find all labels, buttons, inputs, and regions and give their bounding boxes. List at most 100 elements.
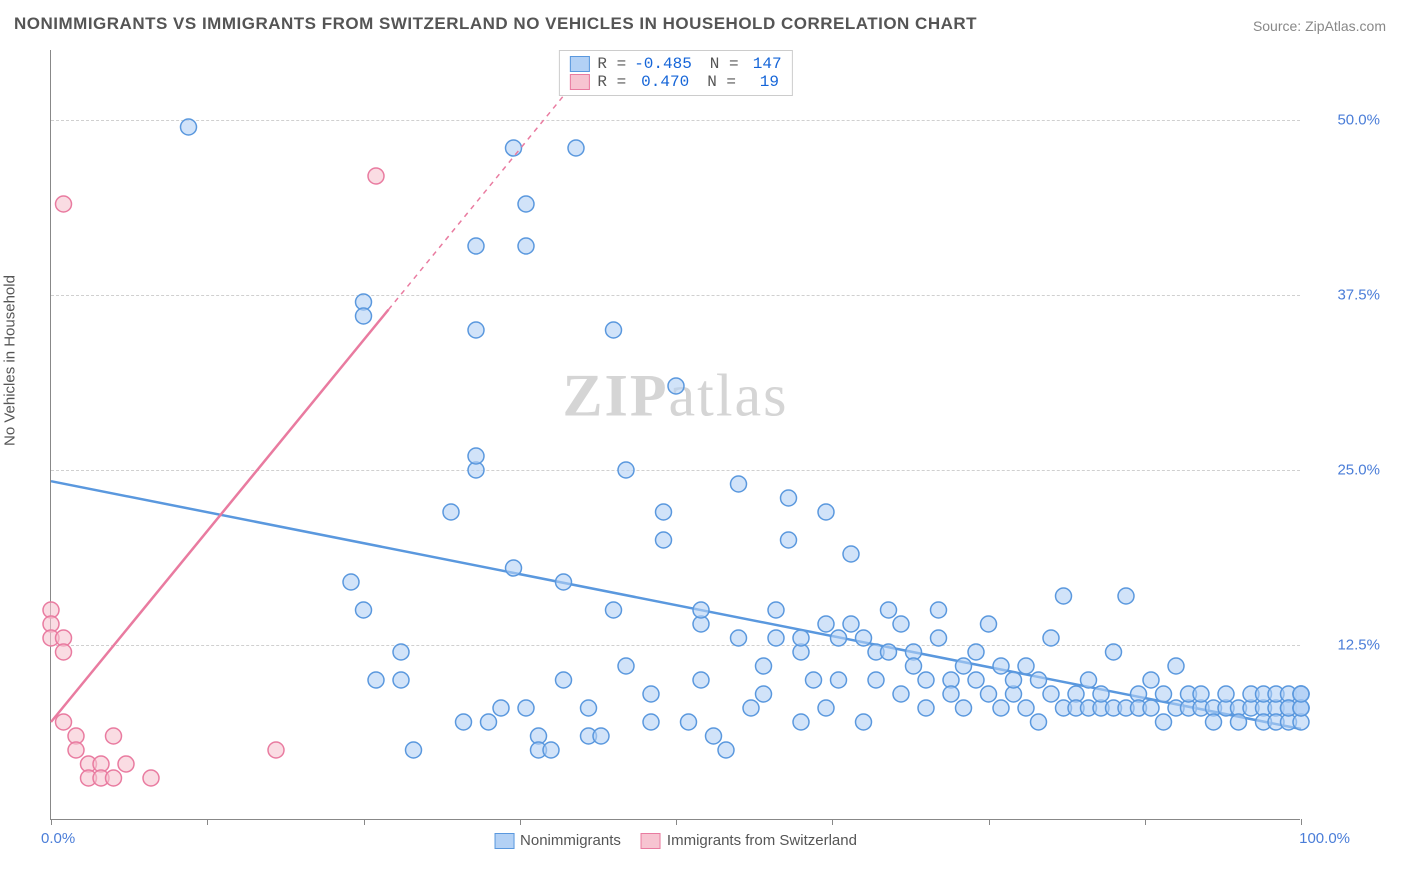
scatter-point [543,742,559,758]
scatter-point [1231,714,1247,730]
scatter-point [343,574,359,590]
x-axis-min-label: 0.0% [41,830,75,847]
legend-item: Immigrants from Switzerland [641,832,857,849]
scatter-point [656,504,672,520]
legend-swatch [494,833,514,849]
scatter-point [618,462,634,478]
scatter-point [906,658,922,674]
scatter-point [643,686,659,702]
x-tick [989,819,990,825]
trend-line-solid [51,310,389,722]
scatter-point [681,714,697,730]
scatter-point [843,546,859,562]
scatter-point [881,644,897,660]
scatter-point [781,532,797,548]
scatter-point [568,140,584,156]
scatter-point [756,658,772,674]
scatter-point [393,644,409,660]
scatter-point [756,686,772,702]
scatter-point [918,672,934,688]
scatter-point [1018,658,1034,674]
y-tick-label: 12.5% [1337,637,1380,654]
scatter-point [68,742,84,758]
scatter-point [106,770,122,786]
scatter-point [806,672,822,688]
scatter-point [606,602,622,618]
scatter-point [1206,714,1222,730]
scatter-point [1043,686,1059,702]
scatter-plot-svg [51,50,1300,819]
x-tick [832,819,833,825]
scatter-point [268,742,284,758]
scatter-point [506,560,522,576]
scatter-point [1081,672,1097,688]
stats-r-value: -0.485 [634,55,692,73]
scatter-point [1006,672,1022,688]
scatter-point [556,672,572,688]
bottom-legend: Nonimmigrants Immigrants from Switzerland [494,832,857,849]
scatter-point [1143,672,1159,688]
scatter-point [1168,658,1184,674]
stats-r-label: R = [597,55,626,73]
scatter-point [956,700,972,716]
scatter-point [818,616,834,632]
scatter-point [618,658,634,674]
scatter-point [56,644,72,660]
scatter-point [1143,700,1159,716]
legend-swatch [641,833,661,849]
stats-swatch [569,56,589,72]
x-tick [520,819,521,825]
scatter-point [406,742,422,758]
stats-r-label: R = [597,73,626,91]
scatter-point [1118,588,1134,604]
scatter-point [1043,630,1059,646]
scatter-point [468,448,484,464]
y-tick-label: 25.0% [1337,462,1380,479]
scatter-point [356,308,372,324]
scatter-point [56,714,72,730]
scatter-point [506,140,522,156]
scatter-point [818,700,834,716]
scatter-point [918,700,934,716]
scatter-point [743,700,759,716]
scatter-point [493,700,509,716]
legend-item: Nonimmigrants [494,832,621,849]
scatter-point [56,196,72,212]
scatter-point [856,630,872,646]
scatter-point [1293,686,1309,702]
scatter-point [106,728,122,744]
x-tick [1145,819,1146,825]
scatter-point [556,574,572,590]
scatter-point [1106,644,1122,660]
trend-line [51,481,1301,729]
scatter-point [881,602,897,618]
stats-n-label: N = [707,73,736,91]
scatter-point [1031,714,1047,730]
scatter-point [793,714,809,730]
scatter-point [768,602,784,618]
legend-label: Nonimmigrants [520,832,621,849]
scatter-point [368,672,384,688]
scatter-point [868,672,884,688]
scatter-point [831,630,847,646]
chart-container: NONIMMIGRANTS VS IMMIGRANTS FROM SWITZER… [0,0,1406,892]
scatter-point [1093,686,1109,702]
scatter-point [818,504,834,520]
scatter-point [718,742,734,758]
scatter-point [468,238,484,254]
scatter-point [481,714,497,730]
x-tick [207,819,208,825]
scatter-point [181,119,197,135]
scatter-point [518,700,534,716]
scatter-point [693,672,709,688]
y-axis-label: No Vehicles in Household [2,275,19,446]
y-tick-label: 37.5% [1337,287,1380,304]
legend-label: Immigrants from Switzerland [667,832,857,849]
scatter-point [1018,700,1034,716]
scatter-point [668,378,684,394]
scatter-point [356,602,372,618]
stats-r-value: 0.470 [634,73,689,91]
x-tick [676,819,677,825]
scatter-point [768,630,784,646]
scatter-point [518,238,534,254]
